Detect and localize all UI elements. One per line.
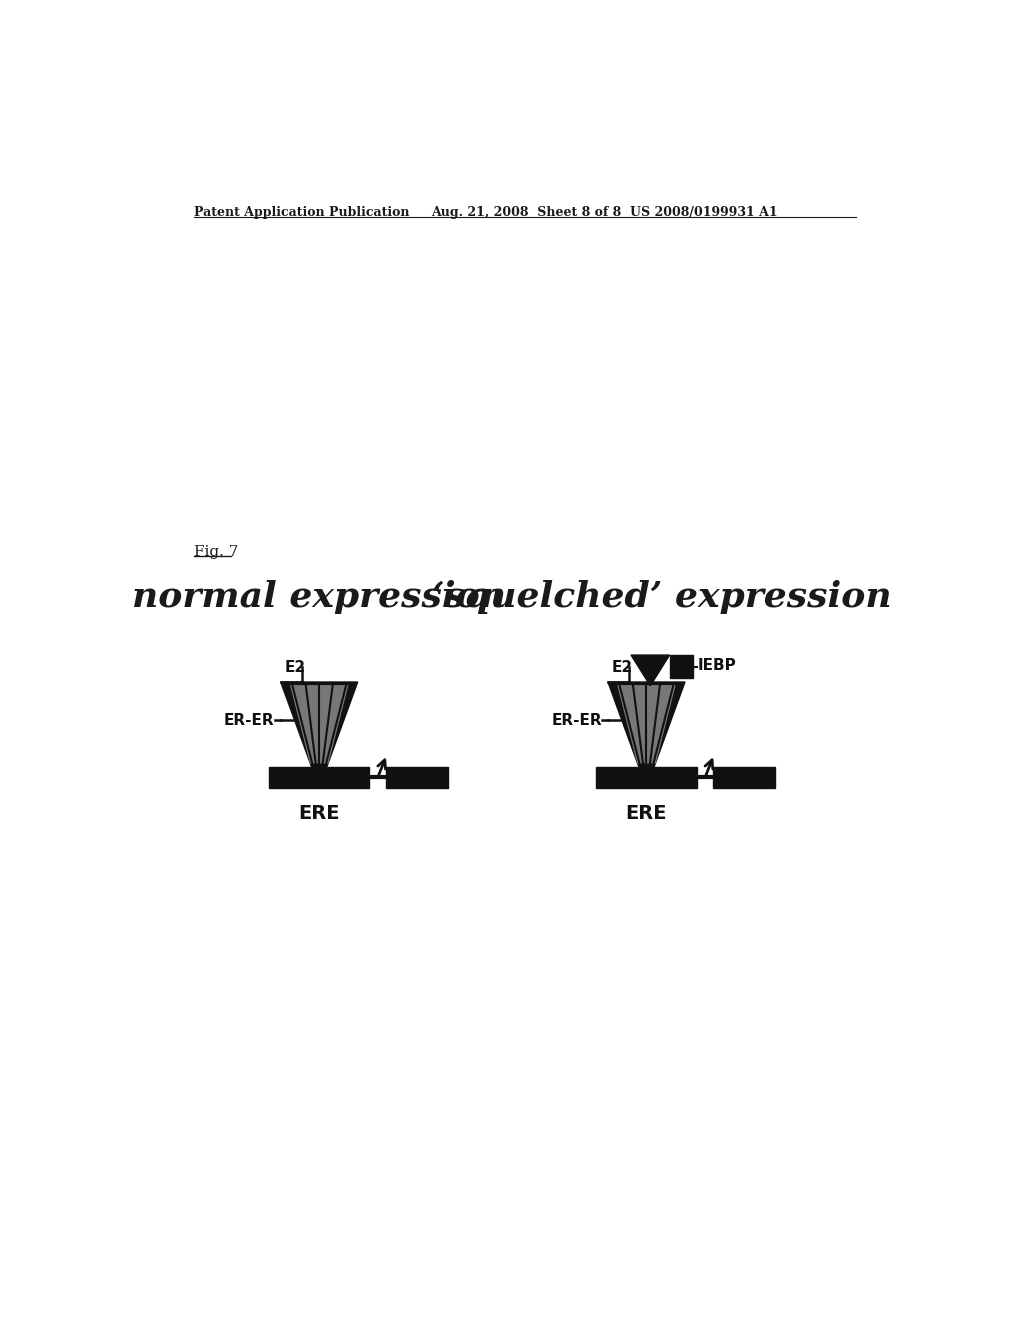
Polygon shape: [617, 685, 676, 763]
Text: ER-ER: ER-ER: [224, 713, 274, 727]
Text: ERE: ERE: [626, 804, 668, 822]
Polygon shape: [637, 759, 655, 767]
Text: E2: E2: [611, 660, 633, 675]
Polygon shape: [290, 685, 348, 763]
Text: ‘squelched’ expression: ‘squelched’ expression: [432, 581, 892, 614]
Text: US 2008/0199931 A1: US 2008/0199931 A1: [630, 206, 777, 219]
Bar: [596, 767, 696, 788]
Polygon shape: [281, 682, 357, 767]
Text: Patent Application Publication: Patent Application Publication: [194, 206, 410, 219]
Bar: [386, 767, 447, 788]
Text: ER-ER: ER-ER: [551, 713, 602, 727]
Bar: [269, 767, 370, 788]
Text: E2: E2: [285, 660, 306, 675]
Polygon shape: [608, 682, 685, 767]
Polygon shape: [310, 759, 329, 767]
Text: IEBP: IEBP: [697, 657, 736, 673]
Polygon shape: [631, 655, 670, 686]
Text: Aug. 21, 2008  Sheet 8 of 8: Aug. 21, 2008 Sheet 8 of 8: [431, 206, 622, 219]
Bar: [714, 767, 775, 788]
Text: ERE: ERE: [298, 804, 340, 822]
Bar: [670, 655, 692, 678]
Text: Fig. 7: Fig. 7: [194, 545, 238, 558]
Text: normal expression: normal expression: [132, 581, 506, 614]
